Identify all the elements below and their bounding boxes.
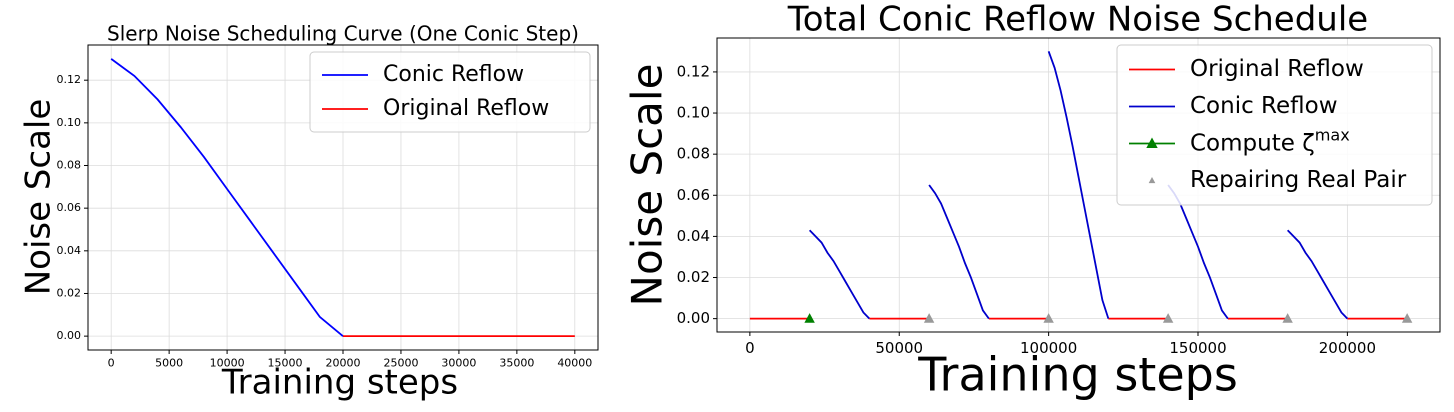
legend-label: Conic Reflow	[1190, 93, 1338, 119]
legend-box	[309, 51, 591, 133]
x-axis-label: Training steps	[917, 348, 1238, 402]
marker	[804, 313, 815, 323]
x-tick-label: 100000	[1020, 339, 1077, 357]
y-tick-label: 0.12	[57, 73, 82, 86]
y-tick-label: 0.02	[57, 286, 82, 299]
x-tick-label: 50000	[875, 339, 923, 357]
legend-label: Conic Reflow	[383, 62, 524, 87]
x-tick-label: 35000	[499, 357, 534, 370]
chart-title: Slerp Noise Scheduling Curve (One Conic …	[107, 22, 579, 46]
x-tick-label: 200000	[1319, 339, 1376, 357]
y-axis-label: Noise Scale	[623, 64, 672, 307]
x-tick-label: 15000	[268, 357, 303, 370]
plot-frame	[716, 37, 1441, 333]
y-tick-label: 0.04	[57, 244, 82, 257]
x-tick-label: 30000	[441, 357, 476, 370]
y-axis-label: Noise Scale	[19, 99, 59, 296]
legend-label: Repairing Real Pair	[1190, 167, 1407, 193]
x-tick-label: 10000	[210, 357, 245, 370]
x-tick-label: 25000	[383, 357, 418, 370]
x-tick-label: 0	[108, 357, 115, 370]
x-tick-label: 150000	[1169, 339, 1226, 357]
legend-marker	[1146, 137, 1158, 148]
plot-frame	[87, 44, 599, 351]
x-tick-label: 20000	[326, 357, 361, 370]
legend-label: Compute ζmax	[1190, 125, 1350, 156]
y-tick-label: 0.10	[57, 116, 82, 129]
series-line	[808, 51, 1349, 320]
marker	[1162, 313, 1174, 323]
legend-label: Original Reflow	[1190, 56, 1364, 82]
legend-box	[1116, 44, 1433, 206]
marker	[1282, 313, 1293, 323]
chart-title: Total Conic Reflow Noise Schedule	[787, 0, 1368, 40]
series-line	[110, 58, 344, 337]
legend-label: Original Reflow	[383, 96, 549, 121]
y-tick-label: 0.06	[57, 201, 82, 214]
x-tick-label: 40000	[557, 357, 592, 370]
y-tick-label: 0.06	[677, 186, 710, 204]
y-tick-label: 0.10	[677, 104, 710, 122]
y-tick-label: 0.02	[677, 268, 710, 286]
marker	[1401, 313, 1413, 323]
y-tick-label: 0.08	[57, 159, 82, 172]
y-tick-label: 0.12	[677, 62, 710, 80]
y-tick-label: 0.08	[677, 145, 710, 163]
x-axis-label: Training steps	[221, 363, 458, 403]
marker	[1043, 313, 1054, 323]
y-tick-label: 0.04	[677, 227, 710, 245]
x-tick-label: 5000	[155, 357, 183, 370]
legend-marker	[1148, 177, 1156, 184]
y-tick-label: 0.00	[677, 309, 710, 327]
marker	[923, 313, 935, 323]
y-tick-label: 0.00	[57, 329, 82, 342]
x-tick-label: 0	[745, 339, 755, 357]
